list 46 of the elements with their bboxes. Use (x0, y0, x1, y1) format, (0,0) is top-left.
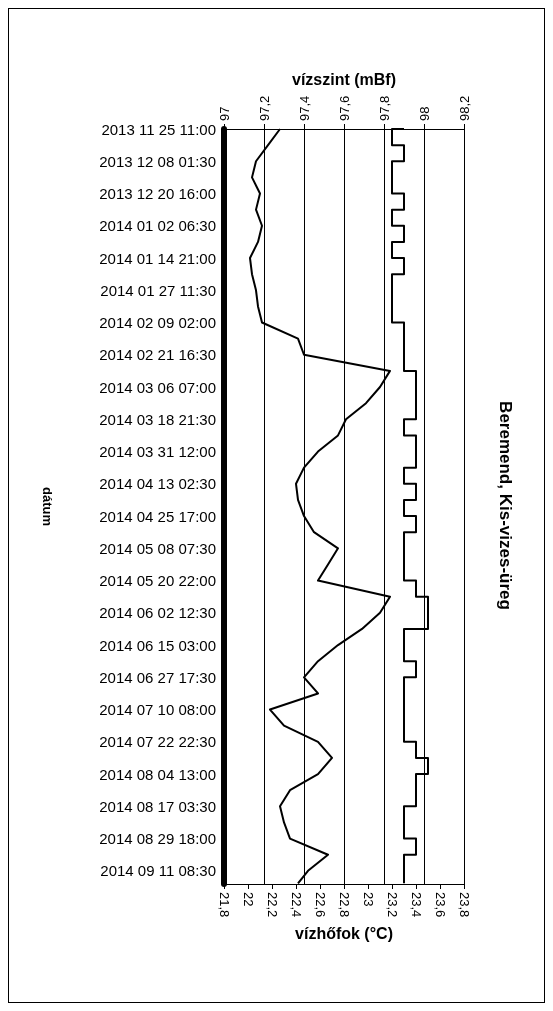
y-axis-title: dátum (40, 487, 55, 526)
x2-tick-label: 97,4 (296, 95, 312, 121)
x-tick-label: 22,2 (264, 892, 280, 918)
text: Beremend, Kis-vizes-üreg (496, 401, 515, 610)
y-tick-label: 2014 01 02 06:30 (99, 217, 216, 235)
x-tick-label: 23,8 (456, 892, 472, 918)
x-tick-label: 22 (240, 892, 256, 907)
y-tick-label: 2013 12 08 01:30 (99, 152, 216, 170)
x2-tick-label: 98 (416, 106, 432, 121)
y-tick-label: 2014 04 13 02:30 (99, 475, 216, 493)
x-tick-label: 23,4 (408, 892, 424, 918)
y-tick-label: 2014 03 31 12:00 (99, 443, 216, 461)
y-tick-label: 2014 09 11 08:30 (100, 862, 216, 880)
x-tick-label: 22,4 (288, 892, 304, 918)
y-tick-label: 2014 06 02 12:30 (99, 604, 216, 622)
x2-tick-label: 97,6 (336, 95, 352, 121)
x-tick-label: 21,8 (216, 892, 232, 918)
y-tick-label: 2014 01 14 21:00 (99, 249, 216, 267)
x2-tick-label: 97,8 (376, 95, 392, 121)
x2-tick-label: 97,2 (256, 95, 272, 121)
y-tick-label: 2014 08 29 18:00 (99, 830, 216, 848)
y-tick-label: 2014 07 22 22:30 (99, 733, 216, 751)
x-axis-title: vízhőfok (°C) (295, 924, 393, 942)
y-tick-label: 2014 06 27 17:30 (99, 668, 216, 686)
y-tick-label: 2014 02 21 16:30 (99, 346, 216, 364)
x2-tick-label: 97 (216, 106, 232, 121)
x-tick-label: 22,6 (312, 892, 328, 918)
x-tick-label: 22,8 (336, 892, 352, 918)
y-tick-label: 2013 12 20 16:00 (99, 185, 216, 203)
x-tick-label: 23,2 (384, 892, 400, 918)
x-tick-label: 23,6 (432, 892, 448, 918)
y-tick-label: 2014 04 25 17:00 (99, 507, 216, 525)
y-tick-label: 2014 03 18 21:30 (99, 410, 216, 428)
x2-axis-title: vízszint (mBf) (292, 71, 396, 89)
y-tick-label: 2014 08 04 13:00 (99, 765, 216, 783)
y-tick-label: 2014 03 06 07:00 (99, 378, 216, 396)
y-tick-label: 2014 07 10 08:00 (99, 701, 216, 719)
y-tick-label: 2014 05 08 07:30 (99, 539, 216, 557)
y-tick-label: 2014 08 17 03:30 (99, 797, 216, 815)
x-tick-label: 23 (360, 892, 376, 907)
y-tick-label: 2013 11 25 11:00 (101, 120, 216, 138)
x2-tick-label: 98,2 (456, 95, 472, 121)
y-tick-label: 2014 05 20 22:00 (99, 572, 216, 590)
y-tick-label: 2014 06 15 03:00 (99, 636, 216, 654)
y-tick-label: 2014 02 09 02:00 (99, 314, 216, 332)
y-tick-label: 2014 01 27 11:30 (100, 281, 216, 299)
